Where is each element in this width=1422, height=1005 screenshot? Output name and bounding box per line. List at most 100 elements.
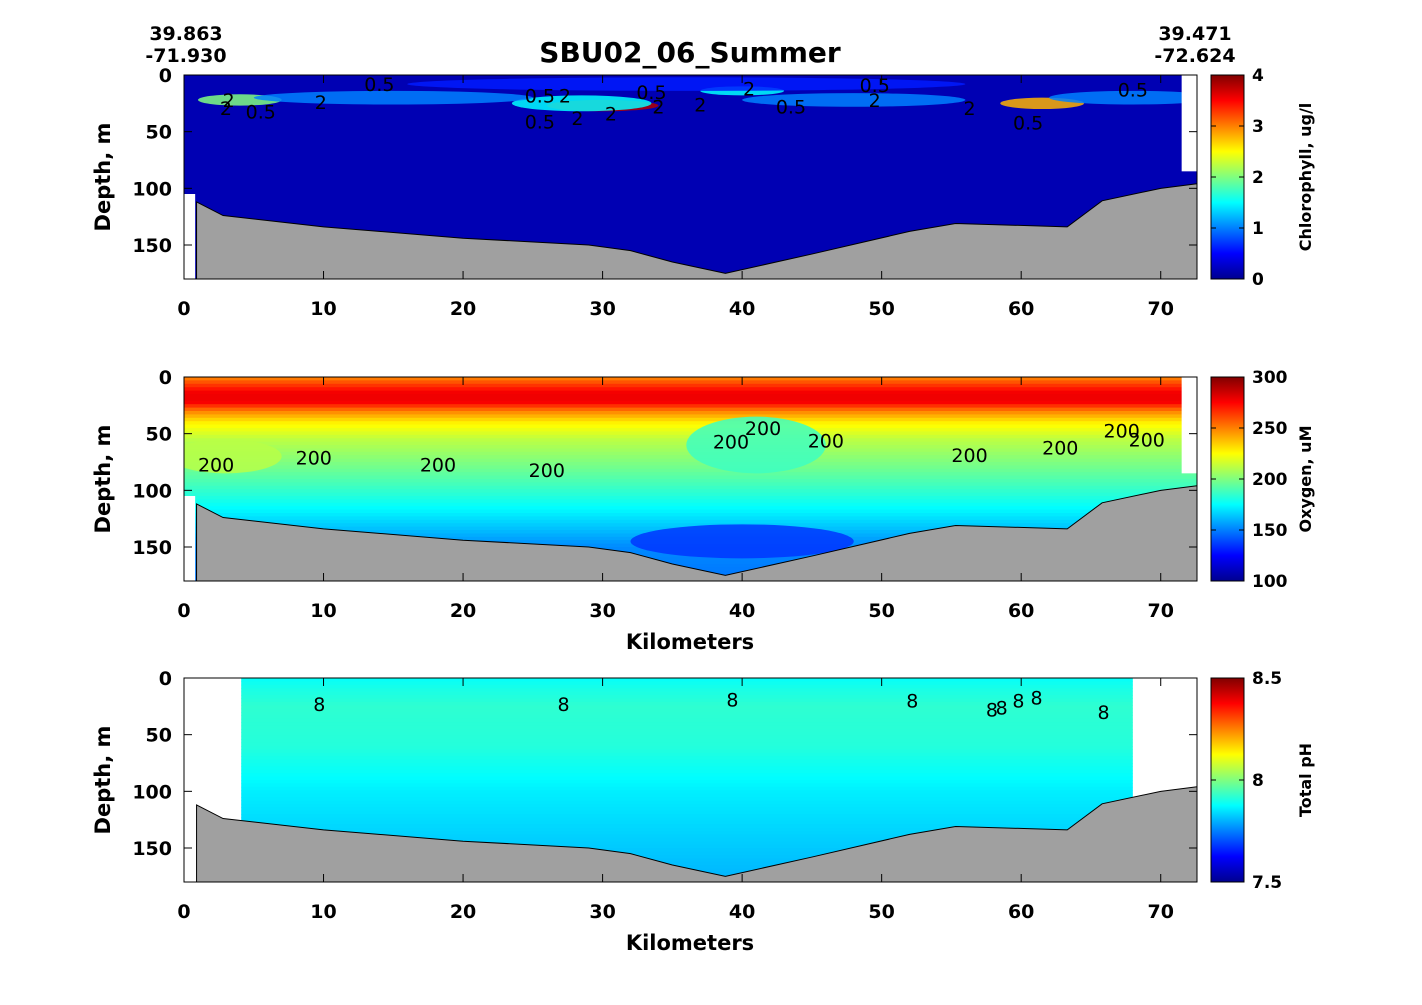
field-band xyxy=(184,472,1197,477)
field-band xyxy=(184,428,1197,432)
x-tick-label: 50 xyxy=(868,901,894,923)
contour-label: 0.5 xyxy=(860,75,890,97)
field-band xyxy=(241,834,1133,839)
contour-label: 0.5 xyxy=(525,111,555,133)
field-band xyxy=(184,383,1197,388)
contour-label: 0.5 xyxy=(246,101,276,123)
bathymetry-seafloor xyxy=(196,485,1197,581)
no-data-mask xyxy=(1181,75,1197,172)
field-band xyxy=(184,513,1197,517)
x-tick-label: 10 xyxy=(310,901,336,923)
contour-label: 8 xyxy=(557,694,569,716)
field-band xyxy=(184,489,1197,494)
field-band xyxy=(241,824,1133,829)
x-tick-label: 30 xyxy=(589,600,615,622)
contour-label: 8 xyxy=(1097,702,1109,724)
field-band xyxy=(184,387,1197,392)
field-band xyxy=(184,380,1197,385)
field-band xyxy=(241,712,1133,716)
bathymetry-seafloor xyxy=(196,786,1197,882)
field-band xyxy=(184,499,1197,504)
field-band xyxy=(241,749,1133,754)
colorbar-tick-label: 1 xyxy=(1252,219,1264,239)
field-band xyxy=(184,417,1197,422)
field-band xyxy=(241,837,1133,842)
field-band xyxy=(241,769,1133,774)
y-tick-label: 150 xyxy=(132,235,172,257)
field-band xyxy=(184,485,1197,490)
field-band xyxy=(184,523,1197,528)
x-tick-label: 70 xyxy=(1147,901,1173,923)
x-tick-label: 10 xyxy=(310,600,336,622)
field-band xyxy=(241,739,1133,744)
field-feature xyxy=(511,95,652,112)
field-band xyxy=(241,844,1133,849)
field-band xyxy=(241,691,1133,696)
contour-label: 0.5 xyxy=(364,74,394,96)
axes-frame xyxy=(183,74,1198,280)
field-band xyxy=(184,509,1197,514)
contour-label: 200 xyxy=(1042,437,1078,459)
field-feature xyxy=(407,77,966,91)
colorbar-tick-label: 250 xyxy=(1252,419,1288,439)
field-feature xyxy=(630,524,854,559)
contour-label: 8 xyxy=(986,700,998,722)
contour-label: 2 xyxy=(315,92,327,114)
field-band xyxy=(184,455,1197,460)
field-band xyxy=(241,708,1133,713)
x-tick-label: 20 xyxy=(450,600,476,622)
field-band xyxy=(241,780,1133,784)
y-tick-label: 0 xyxy=(159,367,172,389)
field-band xyxy=(241,848,1133,852)
y-tick-label: 0 xyxy=(159,668,172,690)
field-band xyxy=(241,688,1133,693)
x-tick-label: 70 xyxy=(1147,600,1173,622)
colorbar xyxy=(1210,376,1245,582)
contour-label: 2 xyxy=(869,90,881,112)
field-band xyxy=(241,701,1133,706)
contour-label: 2 xyxy=(220,98,232,120)
x-tick-label: 0 xyxy=(177,901,190,923)
field-band xyxy=(184,560,1197,565)
colorbar-tick-label: 7.5 xyxy=(1252,873,1282,893)
field-band xyxy=(184,407,1197,412)
x-tick-label: 40 xyxy=(729,600,755,622)
colorbar-tick-label: 8.5 xyxy=(1252,669,1282,689)
field-band xyxy=(184,475,1197,480)
contour-label: 200 xyxy=(1129,429,1165,451)
field-band xyxy=(184,390,1197,395)
field-band xyxy=(184,492,1197,497)
field-band xyxy=(241,742,1133,747)
x-tick-label: 0 xyxy=(177,600,190,622)
field-band xyxy=(241,752,1133,757)
field-band xyxy=(241,797,1133,801)
field-band xyxy=(241,705,1133,710)
colorbar-label: Oxygen, uM xyxy=(1296,425,1315,532)
field-band xyxy=(241,759,1133,764)
field-band xyxy=(241,735,1133,740)
field-band xyxy=(241,786,1133,791)
field-band xyxy=(241,722,1133,727)
field-band xyxy=(184,462,1197,466)
contour-label: 200 xyxy=(198,454,234,476)
field-band xyxy=(184,400,1197,405)
x-tick-label: 40 xyxy=(729,901,755,923)
x-tick-label: 10 xyxy=(310,298,336,320)
colorbar-tick-label: 4 xyxy=(1252,66,1264,86)
field-band xyxy=(241,854,1133,859)
field-band xyxy=(241,684,1133,689)
field-band xyxy=(184,468,1197,473)
colorbar xyxy=(1210,74,1245,280)
data-field: 8 8 8 8 88 8 88 xyxy=(184,678,1197,882)
contour-label: 2 xyxy=(694,94,706,116)
field-band xyxy=(241,715,1133,720)
field-band xyxy=(241,681,1133,686)
contour-label: 8 xyxy=(996,697,1008,719)
panel-ph: 8 8 8 8 88 8 880 10 20 30 40 50 60 70050100150Depth, … xyxy=(91,668,1315,955)
colorbar-label: Chlorophyll, ug/l xyxy=(1296,103,1315,252)
field-band xyxy=(241,790,1133,795)
field-band xyxy=(241,793,1133,798)
